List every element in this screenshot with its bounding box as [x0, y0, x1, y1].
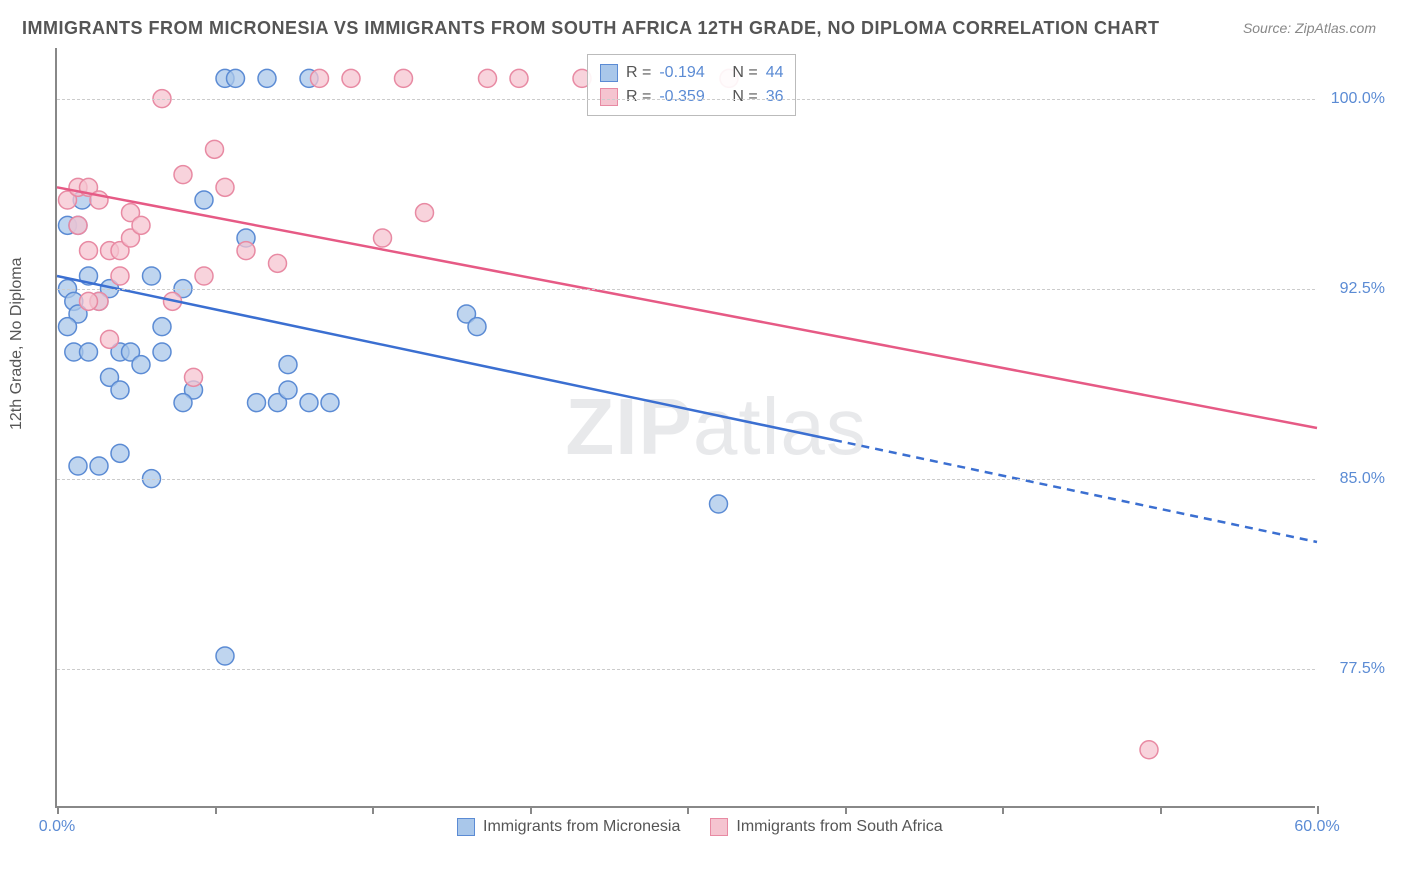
data-point — [80, 292, 98, 310]
legend-r-prefix: R = — [626, 61, 651, 85]
data-point — [416, 204, 434, 222]
gridline — [57, 669, 1315, 670]
data-point — [132, 356, 150, 374]
legend-item: Immigrants from South Africa — [710, 818, 942, 836]
legend-series-name: Immigrants from Micronesia — [483, 818, 680, 836]
gridline — [57, 99, 1315, 100]
data-point — [395, 69, 413, 87]
data-point — [227, 69, 245, 87]
data-point — [248, 394, 266, 412]
legend-n-prefix: N = — [732, 85, 757, 109]
legend-r-value: -0.359 — [659, 85, 714, 109]
legend-swatch — [600, 64, 618, 82]
legend-r-prefix: R = — [626, 85, 651, 109]
data-point — [216, 178, 234, 196]
legend-swatch — [710, 818, 728, 836]
gridline — [57, 479, 1315, 480]
legend-n-value: 36 — [766, 85, 784, 109]
chart-title: IMMIGRANTS FROM MICRONESIA VS IMMIGRANTS… — [22, 18, 1159, 39]
y-axis-label: 12th Grade, No Diploma — [8, 257, 26, 430]
legend-row: R = -0.359 N = 36 — [600, 85, 783, 109]
chart-svg — [57, 48, 1315, 806]
data-point — [101, 330, 119, 348]
data-point — [132, 216, 150, 234]
plot-area: ZIPatlas R =-0.194N =44R =-0.359N =36 Im… — [55, 48, 1315, 808]
data-point — [269, 254, 287, 272]
x-tick-label: 60.0% — [1294, 818, 1339, 836]
data-point — [195, 191, 213, 209]
legend-swatch — [600, 88, 618, 106]
data-point — [143, 267, 161, 285]
data-point — [479, 69, 497, 87]
data-point — [279, 356, 297, 374]
source-attribution: Source: ZipAtlas.com — [1243, 20, 1376, 36]
data-point — [111, 267, 129, 285]
data-point — [90, 457, 108, 475]
correlation-legend: R = -0.194 N = 44 R = -0.359 N = 36 — [587, 54, 796, 116]
data-point — [311, 69, 329, 87]
data-point — [342, 69, 360, 87]
y-tick-label: 100.0% — [1325, 90, 1385, 108]
data-point — [710, 495, 728, 513]
x-tick — [530, 806, 532, 814]
y-tick-label: 77.5% — [1325, 660, 1385, 678]
data-point — [174, 166, 192, 184]
trend-line — [57, 187, 1317, 428]
data-point — [153, 343, 171, 361]
x-tick — [215, 806, 217, 814]
x-tick-label: 0.0% — [39, 818, 75, 836]
data-point — [80, 242, 98, 260]
legend-row: R = -0.194 N = 44 — [600, 61, 783, 85]
legend-item: Immigrants from Micronesia — [457, 818, 680, 836]
series-legend: Immigrants from Micronesia Immigrants fro… — [457, 818, 943, 836]
data-point — [195, 267, 213, 285]
x-tick — [372, 806, 374, 814]
x-tick — [57, 806, 59, 814]
x-tick — [1317, 806, 1319, 814]
legend-series-name: Immigrants from South Africa — [736, 818, 942, 836]
data-point — [1140, 741, 1158, 759]
trend-line — [57, 276, 834, 440]
data-point — [258, 69, 276, 87]
gridline — [57, 289, 1315, 290]
data-point — [174, 394, 192, 412]
data-point — [321, 394, 339, 412]
data-point — [510, 69, 528, 87]
data-point — [69, 457, 87, 475]
x-tick — [687, 806, 689, 814]
data-point — [111, 444, 129, 462]
data-point — [185, 368, 203, 386]
data-point — [216, 647, 234, 665]
data-point — [374, 229, 392, 247]
y-tick-label: 92.5% — [1325, 280, 1385, 298]
y-tick-label: 85.0% — [1325, 470, 1385, 488]
data-point — [153, 318, 171, 336]
legend-swatch — [457, 818, 475, 836]
legend-n-prefix: N = — [732, 61, 757, 85]
x-tick — [1002, 806, 1004, 814]
legend-r-value: -0.194 — [659, 61, 714, 85]
data-point — [279, 381, 297, 399]
x-tick — [1160, 806, 1162, 814]
data-point — [80, 343, 98, 361]
data-point — [300, 394, 318, 412]
data-point — [59, 318, 77, 336]
legend-n-value: 44 — [766, 61, 784, 85]
data-point — [237, 242, 255, 260]
data-point — [111, 381, 129, 399]
data-point — [206, 140, 224, 158]
data-point — [69, 216, 87, 234]
x-tick — [845, 806, 847, 814]
trend-line-dashed — [834, 440, 1317, 542]
data-point — [468, 318, 486, 336]
